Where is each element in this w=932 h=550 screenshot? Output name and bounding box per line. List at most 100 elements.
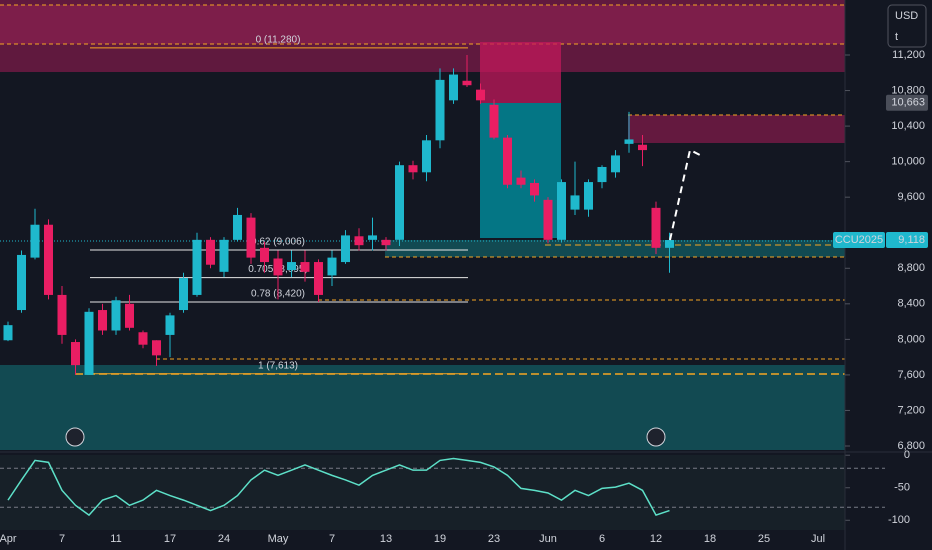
candle-body (368, 235, 377, 240)
candle-body (354, 236, 364, 246)
candle-body (327, 257, 337, 276)
candle-body (98, 310, 107, 331)
candle-body (206, 239, 215, 265)
candle-body (665, 240, 674, 248)
candle-body (57, 294, 67, 335)
candle-body (597, 166, 607, 183)
x-tick-label: 25 (758, 533, 770, 545)
price-badge-label: 9,118 (898, 234, 925, 246)
y-tick-label: 8,800 (897, 262, 925, 274)
event-icon[interactable] (65, 427, 85, 447)
oscillator-panel (0, 455, 845, 530)
currency-sub: t (895, 31, 898, 43)
candle-body (638, 144, 647, 151)
projection-arrow (669, 148, 701, 241)
candle-body (44, 224, 53, 295)
x-tick-label: 18 (704, 533, 716, 545)
candle-body (30, 224, 40, 258)
x-tick-label: May (268, 533, 289, 545)
candle-body (341, 235, 350, 263)
event-icon[interactable] (646, 427, 666, 447)
x-tick-label: Jul (811, 533, 825, 545)
demand-zone (0, 365, 845, 450)
fib-label: 0 (11,280) (256, 35, 301, 46)
candle-body (84, 311, 94, 375)
fib-label: 1 (7,613) (258, 360, 298, 371)
candle-body (165, 315, 175, 335)
candle-body (584, 182, 593, 210)
candle-body (543, 199, 553, 240)
candle-body (260, 247, 269, 263)
candle-body (516, 177, 526, 185)
candle-body (530, 182, 539, 196)
x-tick-label: 11 (110, 533, 121, 545)
candle-body (489, 104, 499, 138)
symbol-badge (833, 232, 885, 249)
osc-tick-label: -50 (894, 482, 910, 494)
position-risk (480, 42, 561, 103)
candle-body (435, 79, 445, 141)
x-tick-label: 6 (599, 533, 605, 545)
candle-body (381, 239, 391, 246)
y-tick-label: 11,200 (892, 49, 925, 61)
symbol-label: CCU2025 (835, 234, 883, 246)
candle-body (246, 217, 256, 258)
candle-body (287, 262, 296, 271)
candle-body (125, 303, 134, 328)
price-badge (886, 94, 928, 111)
candle-body (300, 262, 310, 272)
candle-body (3, 325, 13, 341)
currency-box[interactable] (887, 4, 927, 48)
candle-body (152, 340, 161, 356)
x-tick-label: 17 (164, 533, 176, 545)
date-axis: Apr 7 11 17 24 May 7 13 19 23 Jun 6 12 18 25 Jul (0, 533, 825, 545)
candle-body (233, 214, 242, 240)
candle-body (570, 195, 580, 210)
y-tick-label: 8,000 (897, 333, 925, 345)
candle-body (179, 278, 188, 311)
candle-body (273, 258, 283, 276)
price-axis: 11,200 10,800 10,400 10,000 9,600 8,800 8,400 8… (833, 49, 928, 452)
candle-body (138, 332, 148, 345)
candle-body (219, 239, 229, 272)
x-tick-label: 13 (380, 533, 392, 545)
supply-zone (628, 115, 845, 143)
currency: USD (895, 10, 918, 22)
y-tick-label: 7,600 (897, 369, 925, 381)
y-tick-label: 10,000 (891, 156, 925, 168)
y-tick-label: 10,400 (891, 120, 925, 132)
y-tick-label: 10,800 (891, 84, 925, 96)
candle-body (624, 139, 634, 144)
candle-body (111, 300, 121, 331)
x-tick-label: 7 (59, 533, 65, 545)
demand-zone (385, 240, 845, 257)
candle-body (71, 342, 80, 366)
candle-body (17, 254, 26, 311)
x-tick-label: 24 (218, 533, 230, 545)
candle-body (611, 155, 620, 173)
candle-body (408, 165, 418, 173)
candle-body (314, 262, 323, 295)
candle-body (557, 182, 566, 240)
osc-tick-label: 0 (904, 449, 910, 461)
candle-body (449, 74, 458, 101)
candle-body (503, 137, 512, 185)
y-tick-label: 7,200 (897, 404, 925, 416)
x-tick-label: 12 (650, 533, 662, 545)
osc-line (7, 457, 670, 517)
y-tick-label: 9,600 (897, 191, 925, 203)
candle-body (192, 239, 202, 295)
y-tick-label: 6,800 (897, 440, 925, 452)
oscillator: 0 -50 -100 (0, 449, 910, 526)
price-badge-label: 10,663 (891, 97, 925, 109)
candle-body (651, 207, 661, 248)
x-tick-label: Apr (0, 533, 17, 545)
candles (3, 55, 674, 375)
x-tick-label: 7 (329, 533, 335, 545)
osc-tick-label: -100 (888, 514, 910, 526)
candle-body (422, 140, 431, 173)
price-badge (886, 232, 928, 249)
x-tick-label: Jun (539, 533, 557, 545)
